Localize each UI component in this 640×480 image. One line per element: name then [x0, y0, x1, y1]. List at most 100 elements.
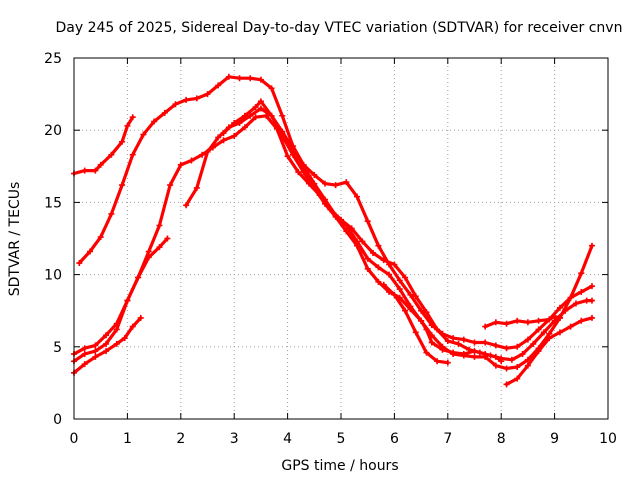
data-point [215, 134, 222, 141]
data-point [156, 244, 163, 251]
data-point [364, 218, 371, 225]
data-point [113, 340, 120, 347]
series-arc-9 [482, 313, 563, 330]
data-point [140, 131, 147, 138]
data-point [412, 293, 419, 300]
data-point [460, 336, 467, 343]
data-point [514, 364, 521, 371]
data-point [524, 336, 531, 343]
data-point [359, 238, 366, 245]
x-tick-label: 10 [599, 431, 617, 447]
data-point [204, 91, 211, 98]
data-point [546, 335, 553, 342]
data-point [193, 184, 200, 191]
x-tick-label: 8 [497, 431, 506, 447]
data-point [204, 148, 211, 155]
data-point [578, 317, 585, 324]
data-point [124, 122, 131, 129]
data-point [343, 222, 350, 229]
data-point [588, 297, 595, 304]
data-point [183, 96, 190, 103]
data-point [503, 381, 510, 388]
data-point [156, 222, 163, 229]
data-point [434, 358, 441, 365]
x-tick-label: 0 [70, 431, 79, 447]
data-point [311, 184, 318, 191]
series-arc-8 [380, 281, 451, 366]
data-point [145, 248, 152, 255]
x-tick-label: 4 [283, 431, 292, 447]
data-point [231, 132, 238, 139]
data-point [407, 306, 414, 313]
x-tick-label: 6 [390, 431, 399, 447]
data-point [492, 362, 499, 369]
axis-ticks: 0 1 2 3 4 5 6 7 8 9 10 0 5 10 15 20 25 [44, 51, 617, 447]
data-point [151, 118, 158, 125]
data-point [199, 151, 206, 158]
data-point [391, 261, 398, 268]
data-point [119, 138, 126, 145]
data-point [247, 112, 254, 119]
data-point [370, 249, 377, 256]
data-point [332, 213, 339, 220]
data-point [257, 98, 264, 105]
data-point [423, 326, 430, 333]
data-point [535, 317, 542, 324]
data-point [524, 356, 531, 363]
x-tick-label: 3 [230, 431, 239, 447]
data-point [97, 234, 104, 241]
data-point [364, 265, 371, 272]
data-point [295, 169, 302, 176]
data-point [247, 75, 254, 82]
data-point [92, 353, 99, 360]
data-point [578, 288, 585, 295]
data-point [450, 349, 457, 356]
data-point [81, 345, 88, 352]
data-point [129, 151, 136, 158]
data-point [514, 343, 521, 350]
data-point [375, 264, 382, 271]
data-point [540, 329, 547, 336]
data-point [225, 73, 232, 80]
data-point [567, 323, 574, 330]
data-point [386, 271, 393, 278]
data-point [121, 335, 128, 342]
data-point [97, 161, 104, 168]
data-point [428, 339, 435, 346]
data-point [503, 365, 510, 372]
x-tick-label: 5 [337, 431, 346, 447]
data-point [588, 283, 595, 290]
data-point [418, 307, 425, 314]
data-point [460, 351, 467, 358]
data-point [108, 151, 115, 158]
data-point [482, 339, 489, 346]
data-point [583, 297, 590, 304]
data-point [444, 338, 451, 345]
data-point [551, 313, 558, 320]
data-point [503, 345, 510, 352]
grid [74, 58, 608, 419]
data-point [482, 351, 489, 358]
data-point [498, 358, 505, 365]
data-point [311, 171, 318, 178]
data-point [257, 105, 264, 112]
data-point [455, 340, 462, 347]
data-point [556, 304, 563, 311]
x-tick-label: 7 [443, 431, 452, 447]
data-point [375, 242, 382, 249]
plot-series [71, 73, 595, 388]
data-point [145, 254, 152, 261]
data-point [92, 342, 99, 349]
data-point [164, 235, 171, 242]
data-point [530, 340, 537, 347]
data-point [556, 329, 563, 336]
data-point [588, 242, 595, 249]
data-point [252, 114, 259, 121]
data-point [364, 255, 371, 262]
data-point [482, 323, 489, 330]
data-point [450, 335, 457, 342]
data-point [108, 210, 115, 217]
data-point [103, 348, 110, 355]
data-point [535, 326, 542, 333]
data-point [257, 76, 264, 83]
